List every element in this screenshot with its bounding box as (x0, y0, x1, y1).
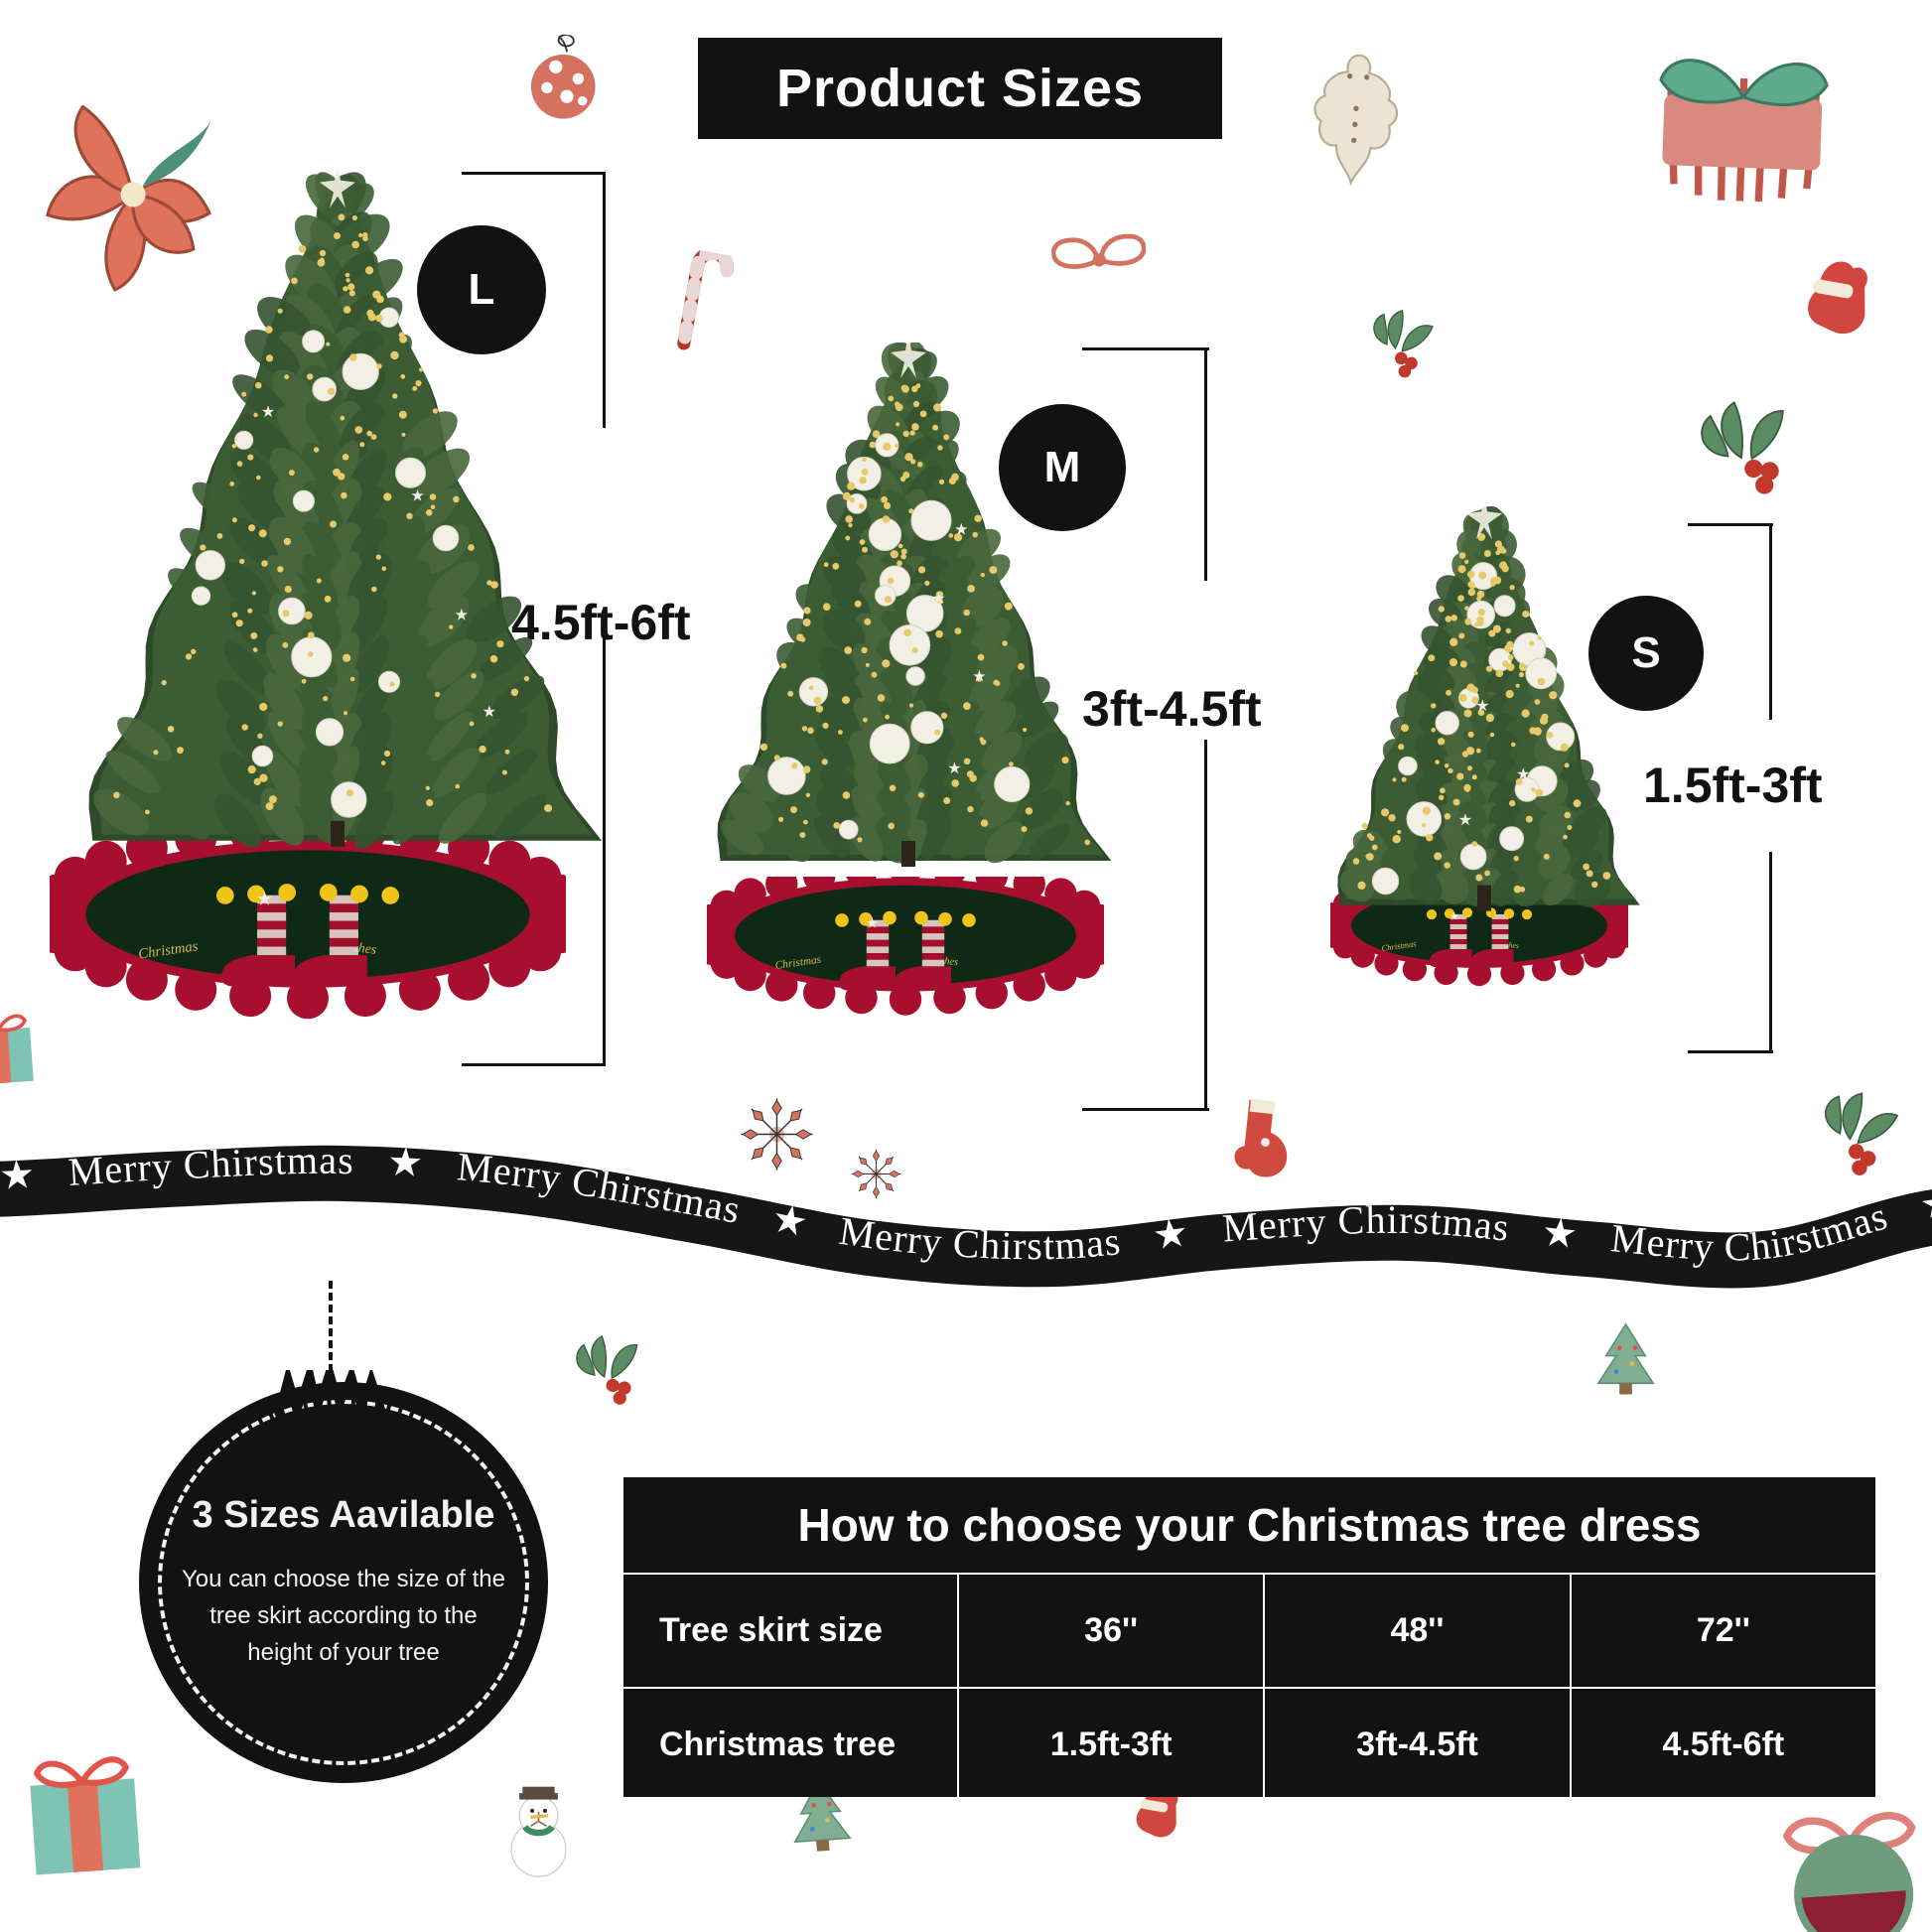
svg-text:★: ★ (1516, 766, 1530, 783)
svg-text:★: ★ (455, 607, 469, 623)
svg-text:★: ★ (483, 704, 496, 721)
svg-text:★: ★ (931, 591, 945, 608)
svg-text:★: ★ (410, 487, 424, 504)
svg-text:★: ★ (972, 669, 986, 686)
svg-text:★: ★ (1475, 698, 1489, 715)
svg-text:★: ★ (1509, 641, 1523, 658)
svg-text:★: ★ (947, 760, 961, 777)
svg-text:★ Merry Chirstmas ★ Merr: ★ Merry Chirstmas ★ Merry Chirstmas ★ Me… (0, 1142, 1932, 1270)
svg-text:★: ★ (261, 404, 275, 421)
svg-text:★: ★ (1458, 812, 1472, 829)
svg-text:★: ★ (954, 521, 968, 538)
